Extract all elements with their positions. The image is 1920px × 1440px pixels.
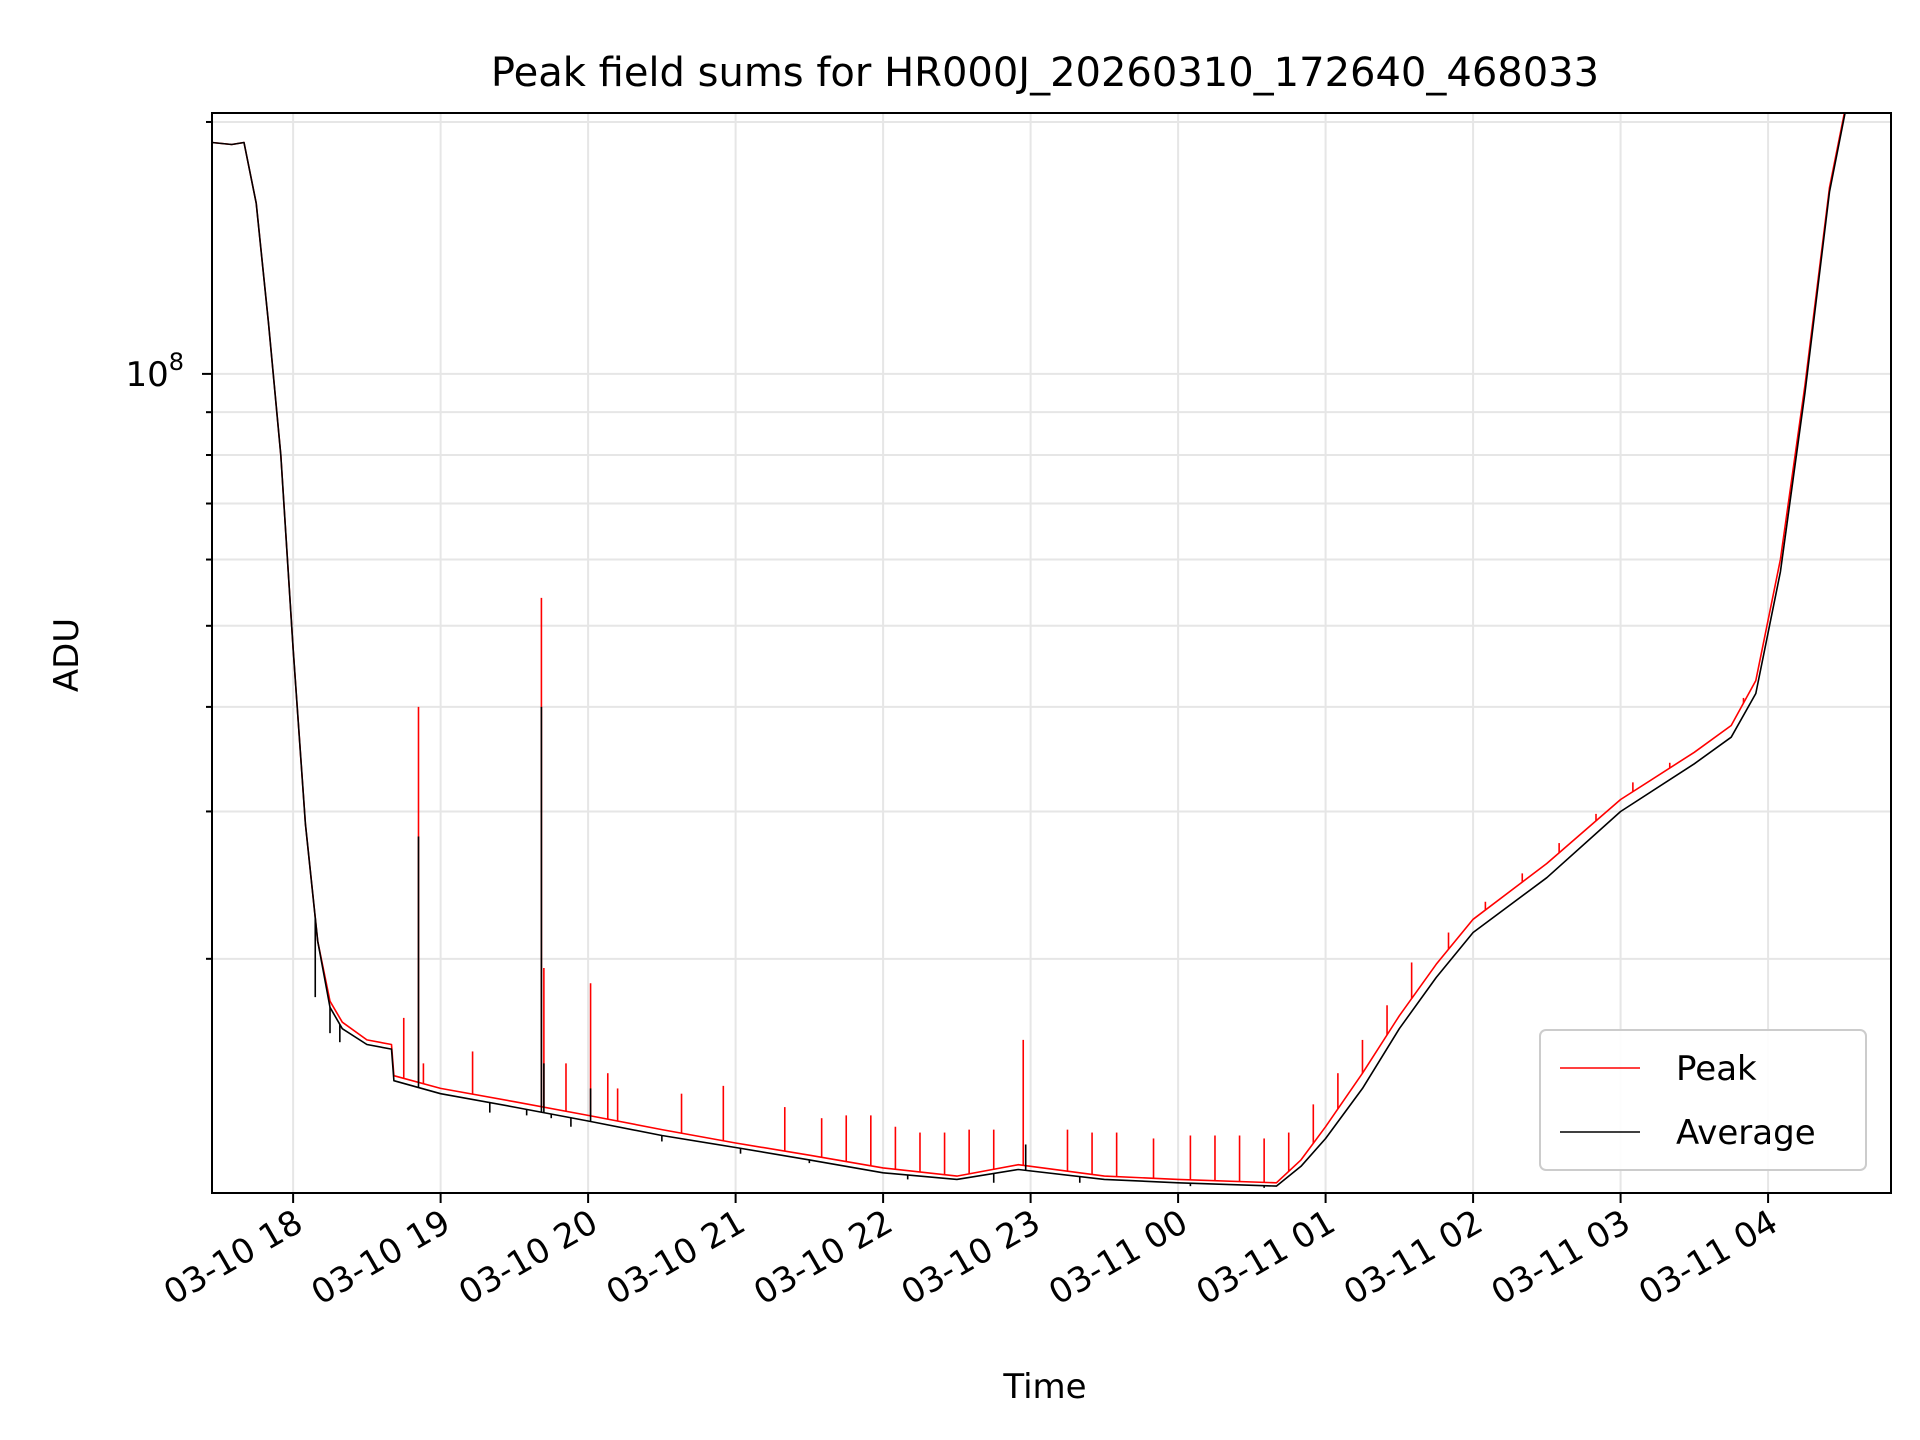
legend-box <box>1539 1029 1867 1171</box>
y-axis-label: ADU <box>47 618 87 692</box>
x-axis-label: Time <box>1002 1367 1086 1407</box>
y-axis-ticks <box>202 120 212 960</box>
chart-title: Peak field sums for HR000J_20260310_1726… <box>491 50 1599 96</box>
y-tick-label-base: 10 <box>125 355 168 395</box>
series-line-average <box>212 113 1846 1187</box>
y-tick-label-1e8: 108 <box>125 348 184 395</box>
legend-peak-label: Peak <box>1676 1049 1757 1089</box>
y-tick-label-exponent: 8 <box>169 348 184 376</box>
legend-average-label: Average <box>1676 1113 1816 1153</box>
series-average <box>212 113 1846 1188</box>
series-layer <box>212 113 1846 1188</box>
legend: Peak Average <box>1539 1029 1867 1171</box>
plot-frame <box>211 112 1892 1194</box>
